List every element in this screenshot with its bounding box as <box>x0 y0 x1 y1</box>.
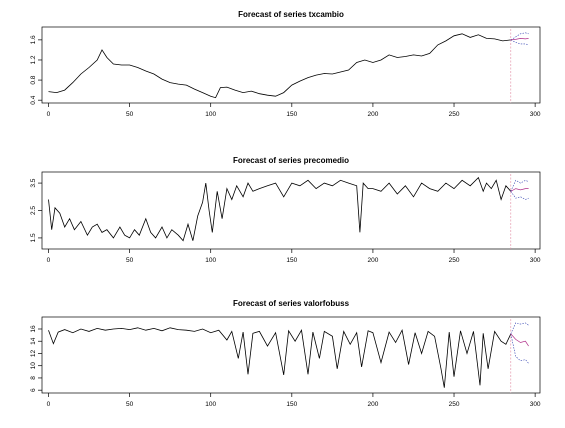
y-tick-label: 8 <box>30 376 37 380</box>
y-tick-label: 0.8 <box>30 75 37 84</box>
x-tick-label: 250 <box>449 257 460 264</box>
x-tick-label: 200 <box>367 401 378 408</box>
forecast-upper-band <box>510 179 529 192</box>
series-line <box>48 176 512 242</box>
x-tick-label: 300 <box>530 401 541 408</box>
forecast-upper-band <box>510 322 529 335</box>
x-tick-label: 300 <box>530 257 541 264</box>
forecast-lower-band <box>510 39 529 46</box>
series-line <box>48 327 512 388</box>
y-tick-label: 6 <box>30 388 37 392</box>
x-tick-label: 50 <box>126 257 134 264</box>
plot-frame <box>41 316 541 394</box>
series-line <box>48 33 511 99</box>
x-tick-label: 0 <box>47 401 51 408</box>
x-tick-label: 150 <box>286 257 297 264</box>
chart-panel: Forecast of series valorfobuss 0 50 100 150 2… <box>30 299 541 408</box>
x-tick-label: 0 <box>47 257 51 264</box>
x-tick-label: 250 <box>449 401 460 408</box>
x-tick-label: 0 <box>47 111 51 118</box>
chart-panel: Forecast of series precomedio 0 50 100 150 20… <box>30 156 541 264</box>
chart-panel: Forecast of series txcambio 0 50 100 150 200 2… <box>30 10 541 118</box>
x-tick-label: 300 <box>530 111 541 118</box>
y-tick-label: 1.2 <box>30 55 37 64</box>
x-tick-label: 100 <box>205 257 216 264</box>
plot-frame <box>41 171 541 250</box>
x-tick-label: 150 <box>286 111 297 118</box>
y-tick-label: 3.5 <box>30 178 37 187</box>
y-tick-label: 12 <box>30 349 37 357</box>
y-tick-label: 14 <box>30 337 37 345</box>
y-tick-label: 1.6 <box>30 35 37 44</box>
forecast-upper-band <box>510 32 529 41</box>
forecast-mean-line <box>510 188 529 192</box>
y-tick-label: 1.5 <box>30 233 37 242</box>
forecast-mean-line <box>510 333 529 347</box>
x-tick-label: 200 <box>367 111 378 118</box>
plot-frame <box>41 26 541 104</box>
x-tick-label: 250 <box>449 111 460 118</box>
x-tick-label: 100 <box>205 401 216 408</box>
chart-title: Forecast of series valorfobuss <box>233 299 350 308</box>
forecast-mean-line <box>510 38 529 41</box>
chart-title: Forecast of series txcambio <box>238 10 344 19</box>
y-tick-label: 0.4 <box>30 95 37 104</box>
chart-title: Forecast of series precomedio <box>233 156 349 165</box>
x-tick-label: 150 <box>286 401 297 408</box>
y-tick-label: 2.5 <box>30 206 37 215</box>
x-tick-label: 100 <box>205 111 216 118</box>
forecast-lower-band <box>510 333 529 364</box>
y-tick-label: 10 <box>30 362 37 370</box>
y-tick-label: 16 <box>30 325 37 333</box>
x-tick-label: 50 <box>126 401 134 408</box>
x-tick-label: 50 <box>126 111 134 118</box>
x-tick-label: 200 <box>367 257 378 264</box>
forecast-lower-band <box>510 191 529 200</box>
